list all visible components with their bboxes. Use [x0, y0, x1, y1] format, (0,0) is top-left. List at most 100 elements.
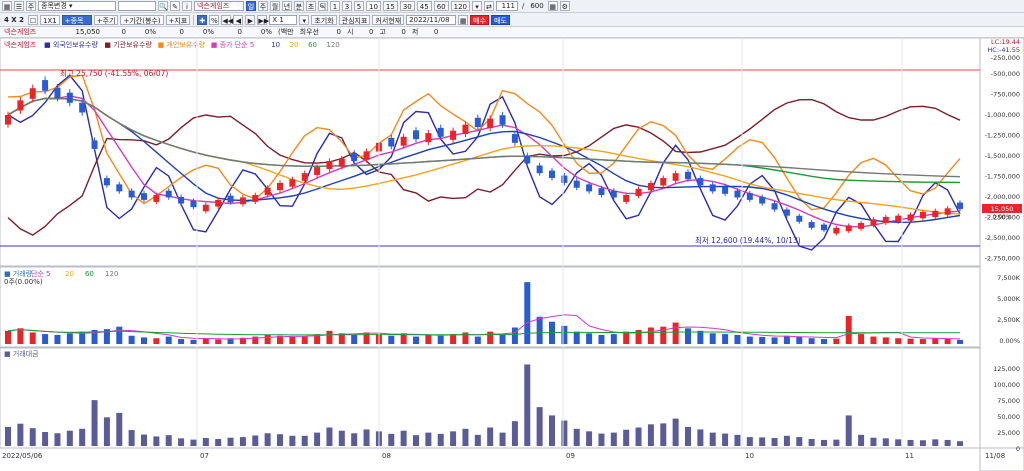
- candle-body: [54, 87, 61, 98]
- view-1x1-button[interactable]: 1X1: [40, 14, 60, 25]
- add-indicator-button[interactable]: +지표: [165, 14, 191, 25]
- minute-45-button[interactable]: 45: [416, 1, 432, 11]
- calendar-icon[interactable]: ▦: [458, 14, 469, 25]
- scroll-first-button[interactable]: ◀◀: [221, 14, 234, 25]
- stock-code-input[interactable]: 225570: [118, 1, 156, 11]
- price-axis-tick: -1,500,000: [985, 152, 1020, 160]
- volume-bar: [944, 338, 951, 344]
- dropdown-small-icon[interactable]: ▾: [299, 14, 310, 25]
- buy-button[interactable]: 매수: [470, 14, 490, 25]
- volume-bar: [783, 335, 790, 344]
- amount-bar: [314, 432, 321, 446]
- candle-body: [17, 100, 24, 111]
- candle-body: [116, 184, 123, 192]
- scroll-next-button[interactable]: ▶: [245, 14, 256, 25]
- stock-chart[interactable]: 넥슨게임즈 ■ 외국인보유수량 ■ 기관보유수량 ■ 개인보유수량 ■ 종가 단순 5 1…: [0, 38, 1024, 471]
- institution-holding-line: [7, 98, 961, 236]
- stock-change-dropdown[interactable]: 종목변경 ▾: [38, 1, 116, 11]
- layout-label[interactable]: 4 X 2: [4, 15, 25, 24]
- minute-5-button[interactable]: 5: [354, 1, 364, 11]
- candle-body: [66, 92, 73, 103]
- volume-bar: [153, 338, 160, 344]
- percent-icon[interactable]: %: [209, 14, 220, 25]
- minute-120-button[interactable]: 120: [450, 1, 470, 11]
- minute-30-button[interactable]: 30: [399, 1, 415, 11]
- info-open-value: 0: [368, 28, 374, 36]
- memo-icon[interactable]: ✎: [170, 1, 180, 11]
- candle-body: [759, 196, 766, 204]
- reset-button[interactable]: 초기화: [311, 14, 337, 25]
- period-month-button[interactable]: 월: [270, 1, 280, 11]
- amount-bar: [499, 432, 506, 446]
- info-unit: (백만: [278, 28, 294, 36]
- candle-body: [289, 179, 296, 187]
- add-period-button[interactable]: +주기: [93, 14, 119, 25]
- volume-bar: [660, 326, 667, 344]
- amount-bar: [672, 418, 679, 446]
- cursor-current-button[interactable]: 커서현재: [372, 14, 405, 25]
- lock-icon[interactable]: 주: [26, 1, 36, 11]
- candle-body: [239, 197, 246, 205]
- amount-bar: [511, 421, 518, 446]
- info-icon[interactable]: i: [182, 1, 192, 11]
- count-separator: /: [521, 2, 525, 10]
- price-axis-tick: -2,500,000: [985, 234, 1020, 242]
- interest-indicator-button[interactable]: 관심지표: [338, 14, 371, 25]
- period-day-button[interactable]: 일: [246, 1, 256, 11]
- settings-icon[interactable]: ⚙: [559, 1, 570, 11]
- link-icon[interactable]: ⇄: [483, 1, 494, 11]
- amount-bar: [957, 441, 963, 446]
- x-axis: 2022/05/06 07 08 09 10 11 11/08: [2, 38, 1005, 460]
- candle-body: [165, 190, 172, 198]
- period-tick-button[interactable]: 틱: [318, 1, 328, 11]
- add-stock-button[interactable]: +종목: [61, 14, 92, 25]
- candle-body: [413, 130, 419, 140]
- price-info-bar: 넥슨게임즈 15,050 0 0% 0 0% 0 0% (백만 최우선 0 시 …: [0, 27, 1024, 38]
- dropdown-icon[interactable]: ▾: [471, 1, 482, 11]
- period-year-button[interactable]: 년: [282, 1, 292, 11]
- minute-15-button[interactable]: 15: [382, 1, 398, 11]
- amount-bar: [91, 400, 98, 446]
- scroll-last-button[interactable]: ▶▶: [257, 14, 270, 25]
- period-week-button[interactable]: 주: [258, 1, 268, 11]
- volume-bar: [734, 334, 741, 344]
- candle-body: [598, 188, 605, 196]
- count-input[interactable]: 111: [495, 1, 518, 11]
- amount-bar: [388, 433, 395, 446]
- grid-icon[interactable]: ▦: [2, 1, 12, 11]
- volume-bar: [326, 330, 333, 344]
- stock-name-field[interactable]: 넥슨게임즈: [194, 1, 244, 11]
- crosshair-icon[interactable]: ✚: [197, 14, 208, 25]
- date-input[interactable]: 2022/11/08: [406, 14, 457, 25]
- volume-bar: [42, 334, 49, 344]
- candle-body: [314, 167, 321, 175]
- candle-body: [722, 186, 729, 194]
- price-axis-tick: -2,750,000: [985, 255, 1020, 263]
- minute-3-button[interactable]: 3: [342, 1, 352, 11]
- menu-icon[interactable]: ☰: [14, 1, 24, 11]
- grid-view-icon[interactable]: ▦: [547, 1, 558, 11]
- amount-bar: [845, 415, 852, 446]
- checkbox-icon[interactable]: ☐: [28, 14, 39, 25]
- price-legend-item: 20: [290, 41, 299, 49]
- candle-body: [907, 214, 914, 221]
- amount-bar: [561, 420, 568, 446]
- multiplier-select[interactable]: X 1: [269, 14, 298, 25]
- amount-bar: [277, 434, 283, 446]
- volume-bar: [672, 322, 679, 344]
- period-second-button[interactable]: 초: [306, 1, 316, 11]
- add-range-button[interactable]: +기간(봉수): [120, 14, 164, 25]
- price-panel[interactable]: [0, 38, 981, 267]
- amount-bar: [413, 435, 419, 446]
- minute-10-button[interactable]: 10: [366, 1, 381, 11]
- minute-1-button[interactable]: 1: [330, 1, 340, 11]
- volume-bar: [79, 331, 86, 344]
- sell-button[interactable]: 매도: [491, 14, 510, 25]
- candle-body: [487, 118, 494, 129]
- period-minute-button[interactable]: 분: [294, 1, 304, 11]
- volume-bar: [610, 334, 617, 344]
- search-icon[interactable]: 🔍: [158, 1, 168, 11]
- minute-60-button[interactable]: 60: [433, 1, 449, 11]
- info-pct-1: 0%: [144, 28, 156, 36]
- scroll-prev-button[interactable]: ◀: [233, 14, 244, 25]
